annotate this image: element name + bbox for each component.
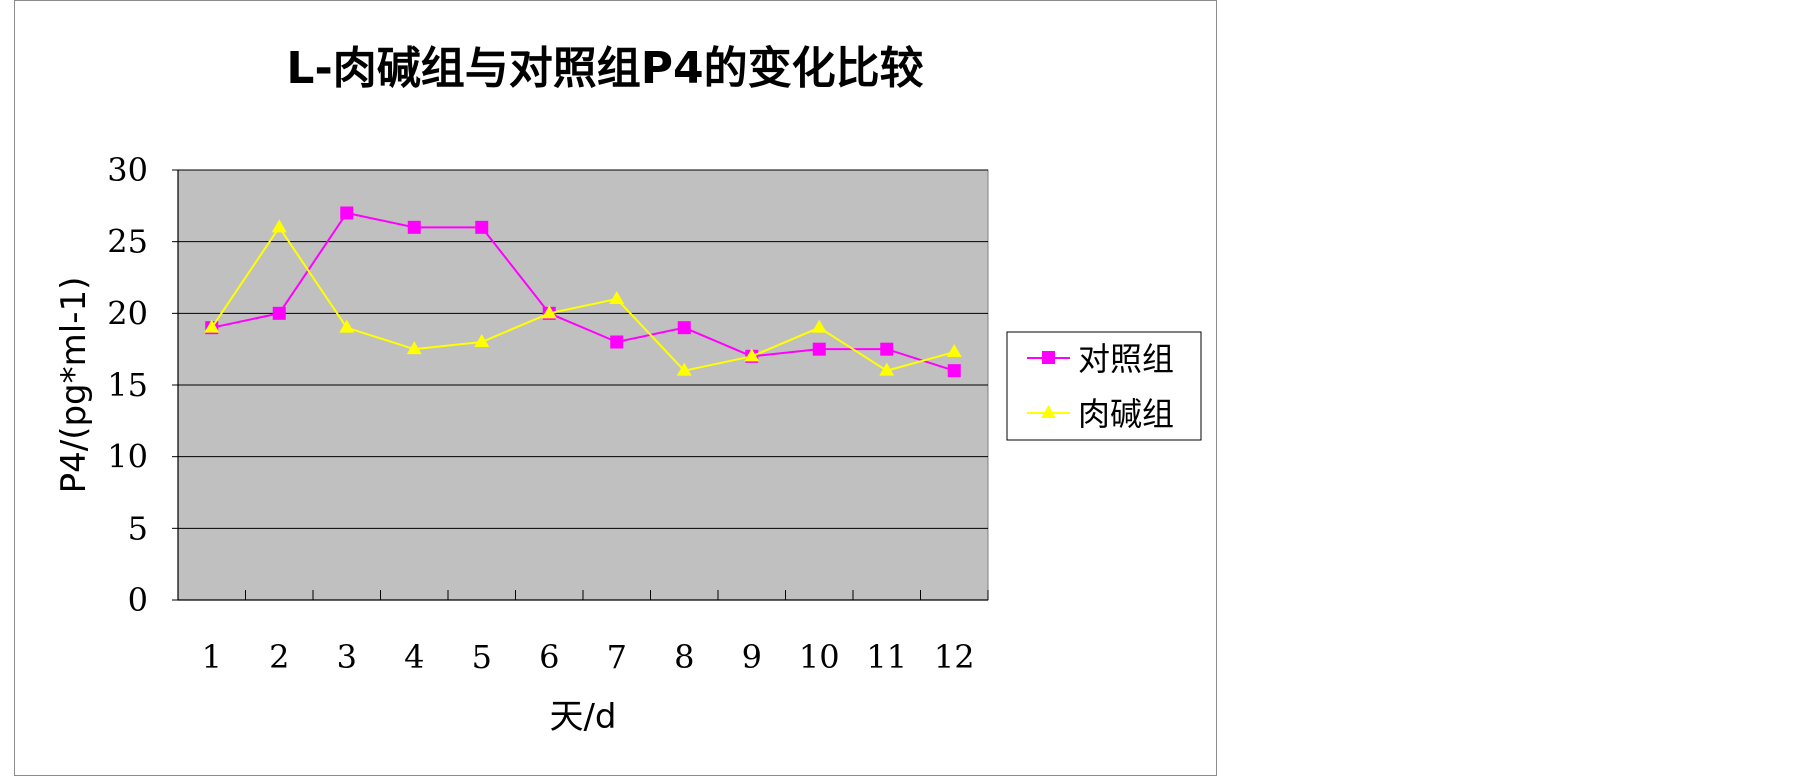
y-axis-title: P4/(pg*ml-1) (54, 277, 94, 494)
data-point-triangle (541, 305, 557, 319)
x-tick-label: 7 (607, 638, 627, 676)
legend-marker-triangle (1041, 405, 1056, 418)
x-tick-label: 11 (866, 638, 907, 676)
x-tick-label: 6 (539, 638, 559, 676)
x-tick-label: 2 (269, 638, 289, 676)
x-tick-label: 12 (934, 638, 975, 676)
data-point-square (475, 220, 489, 234)
x-tick-label: 4 (404, 638, 424, 676)
y-tick-label: 25 (107, 223, 148, 261)
data-point-square (272, 306, 286, 320)
data-point-square (407, 220, 421, 234)
x-tick-label: 9 (742, 638, 762, 676)
chart-title: L-肉碱组与对照组P4的变化比较 (286, 43, 923, 94)
data-point-triangle (744, 348, 760, 362)
data-point-triangle (406, 341, 422, 355)
x-tick-label: 5 (472, 638, 492, 676)
y-tick-label: 10 (107, 438, 148, 476)
gridlines (178, 169, 988, 529)
data-point-triangle (474, 334, 490, 347)
data-point-square (610, 335, 624, 349)
data-point-square (812, 342, 826, 356)
data-point-triangle (204, 319, 220, 333)
series-layer (204, 206, 962, 378)
series-line (210, 225, 955, 372)
data-point-triangle (609, 291, 625, 304)
legend: 对照组 肉碱组 (1006, 331, 1202, 441)
y-tick-label: 0 (128, 581, 148, 619)
series-2 (204, 219, 962, 376)
data-point-square (880, 342, 894, 356)
y-tick-label: 20 (107, 294, 148, 332)
legend-box (1006, 331, 1202, 441)
y-tick-labels: 0 5 10 15 20 25 30 (107, 151, 148, 619)
y-tick-label: 5 (128, 509, 148, 547)
series-line (211, 211, 955, 372)
data-point-triangle (879, 362, 895, 376)
x-tick-label: 10 (799, 638, 840, 676)
data-point-triangle (676, 362, 692, 376)
x-tick-label: 3 (337, 638, 357, 676)
x-tick-label: 1 (202, 638, 222, 676)
x-tick-label: 8 (674, 638, 694, 676)
data-point-square (340, 206, 354, 220)
data-point-square (677, 321, 691, 335)
axes (172, 169, 989, 601)
y-tick-label: 30 (107, 151, 148, 189)
legend-label-control: 对照组 (1078, 340, 1174, 378)
data-point-triangle (271, 219, 287, 233)
y-tick-label: 15 (107, 366, 148, 404)
data-point-triangle (946, 344, 962, 358)
legend-marker-square (1042, 351, 1055, 364)
data-point-square (947, 364, 961, 378)
legend-label-carnitine: 肉碱组 (1078, 395, 1174, 433)
data-point-triangle (811, 319, 827, 333)
x-tick-labels: 1 2 3 4 5 6 7 8 9 10 11 12 (202, 638, 975, 676)
x-axis-title: 天/d (549, 697, 616, 737)
data-point-triangle (339, 319, 355, 333)
